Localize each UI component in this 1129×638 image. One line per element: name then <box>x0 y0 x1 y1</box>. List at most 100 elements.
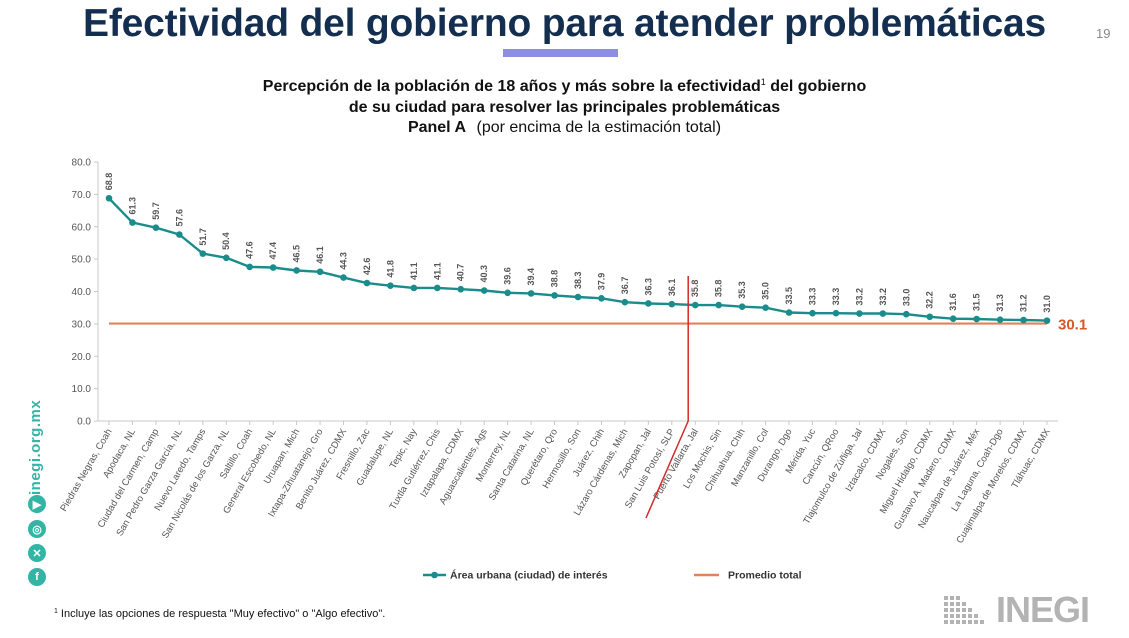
data-label: 47.4 <box>268 242 278 260</box>
y-tick-label: 30.0 <box>72 319 92 330</box>
data-point <box>480 287 488 294</box>
data-label: 47.6 <box>245 241 255 259</box>
data-point <box>434 284 441 292</box>
data-point <box>832 309 840 317</box>
inegi-logo-text: INEGI <box>996 589 1090 630</box>
panel-line: Panel A (por encima de la estimación tot… <box>0 119 1129 137</box>
chart-subtitle: Percepción de la población de 18 años y … <box>0 72 1129 118</box>
data-label: 31.2 <box>1019 294 1029 312</box>
data-label: 38.8 <box>550 270 560 288</box>
data-point <box>996 316 1004 323</box>
data-label: 39.6 <box>503 267 513 285</box>
footnote-text: Incluye las opciones de respuesta "Muy e… <box>60 608 386 620</box>
y-tick-label: 70.0 <box>72 190 92 201</box>
data-label: 31.0 <box>1042 295 1052 313</box>
data-point <box>176 231 183 238</box>
panel-label: Panel A <box>407 119 467 136</box>
subtitle-line1-a: Percepción de la población de 18 años y … <box>262 78 761 95</box>
subtitle-line1-b: del gobierno <box>765 78 867 95</box>
data-label: 44.3 <box>339 252 349 270</box>
inegi-logo-mark <box>944 596 984 624</box>
data-point <box>691 301 699 309</box>
y-tick-label: 20.0 <box>72 352 92 363</box>
data-point <box>504 289 511 297</box>
data-point <box>363 279 371 287</box>
data-point <box>668 300 676 308</box>
data-label: 33.5 <box>784 287 794 305</box>
data-point <box>1020 316 1027 324</box>
legend-series-marker <box>431 571 438 579</box>
data-point <box>199 250 207 257</box>
data-point <box>598 294 605 302</box>
x-icon[interactable]: ✕ <box>28 544 46 562</box>
data-point <box>903 310 910 318</box>
data-point <box>387 282 394 289</box>
data-label: 61.3 <box>127 197 137 215</box>
data-label: 33.2 <box>878 288 888 306</box>
data-label: 41.1 <box>409 262 419 280</box>
data-label: 59.7 <box>151 202 161 220</box>
data-label: 46.5 <box>292 245 302 263</box>
data-label: 35.8 <box>714 280 724 298</box>
data-point <box>809 309 816 317</box>
data-label: 41.1 <box>432 262 442 280</box>
page-number: 19 <box>1096 26 1111 41</box>
y-tick-label: 10.0 <box>72 384 92 395</box>
facebook-icon[interactable]: f <box>28 568 46 586</box>
data-point <box>269 264 277 271</box>
data-label: 51.7 <box>198 228 208 246</box>
youtube-icon[interactable]: ▶ <box>28 495 46 513</box>
data-point <box>129 219 136 226</box>
data-label: 38.3 <box>573 271 583 289</box>
data-label: 36.3 <box>643 278 653 296</box>
data-label: 50.4 <box>221 232 231 250</box>
data-point <box>973 315 980 323</box>
data-point <box>527 290 535 297</box>
data-label: 31.6 <box>948 293 958 311</box>
data-label: 32.2 <box>925 291 935 309</box>
subtitle-footnote-ref: 1 <box>760 77 766 87</box>
data-point <box>856 310 863 317</box>
y-tick-label: 0.0 <box>77 417 91 428</box>
footnote: 1 Incluye las opciones de respuesta "Muy … <box>54 608 385 620</box>
data-label: 36.1 <box>667 279 677 297</box>
divider-marker-line <box>645 276 689 519</box>
title-underline <box>503 49 618 57</box>
y-tick-label: 50.0 <box>72 255 92 266</box>
data-label: 37.9 <box>596 273 606 291</box>
y-tick-label: 60.0 <box>72 222 92 233</box>
subtitle-line2: de su ciudad para resolver las principal… <box>348 99 781 116</box>
legend-series-label: Área urbana (ciudad) de interés <box>450 569 608 582</box>
data-label: 57.6 <box>174 209 184 227</box>
panel-note: (por encima de la estimación total) <box>476 119 722 136</box>
data-point <box>551 292 558 299</box>
sidebar-site-link[interactable]: inegi.org.mx <box>27 399 44 495</box>
data-point <box>152 224 160 232</box>
legend-average-label: Promedio total <box>728 570 802 582</box>
data-point <box>645 300 652 307</box>
y-tick-label: 40.0 <box>72 287 92 298</box>
data-point <box>1043 317 1051 324</box>
data-label: 39.4 <box>526 268 536 286</box>
data-point <box>762 304 769 311</box>
data-point <box>785 309 793 316</box>
data-point <box>293 267 300 274</box>
data-point <box>926 313 934 321</box>
data-label: 33.3 <box>831 288 841 306</box>
instagram-icon[interactable]: ◎ <box>28 520 46 538</box>
data-label: 35.8 <box>690 280 700 298</box>
data-point <box>715 301 722 309</box>
data-point <box>879 310 887 317</box>
inegi-logo: INEGI <box>944 589 1090 630</box>
data-label: 42.6 <box>362 258 372 276</box>
data-label: 40.7 <box>456 264 466 282</box>
y-tick-label: 80.0 <box>72 158 92 169</box>
data-point <box>949 315 957 322</box>
data-label: 36.7 <box>620 277 630 295</box>
average-value-label: 30.1 <box>1058 317 1087 334</box>
page-title: Efectividad del gobierno para atender pr… <box>83 2 1046 45</box>
data-point <box>316 268 324 276</box>
data-point <box>457 285 465 293</box>
data-label: 41.8 <box>385 260 395 278</box>
data-point <box>410 284 418 292</box>
